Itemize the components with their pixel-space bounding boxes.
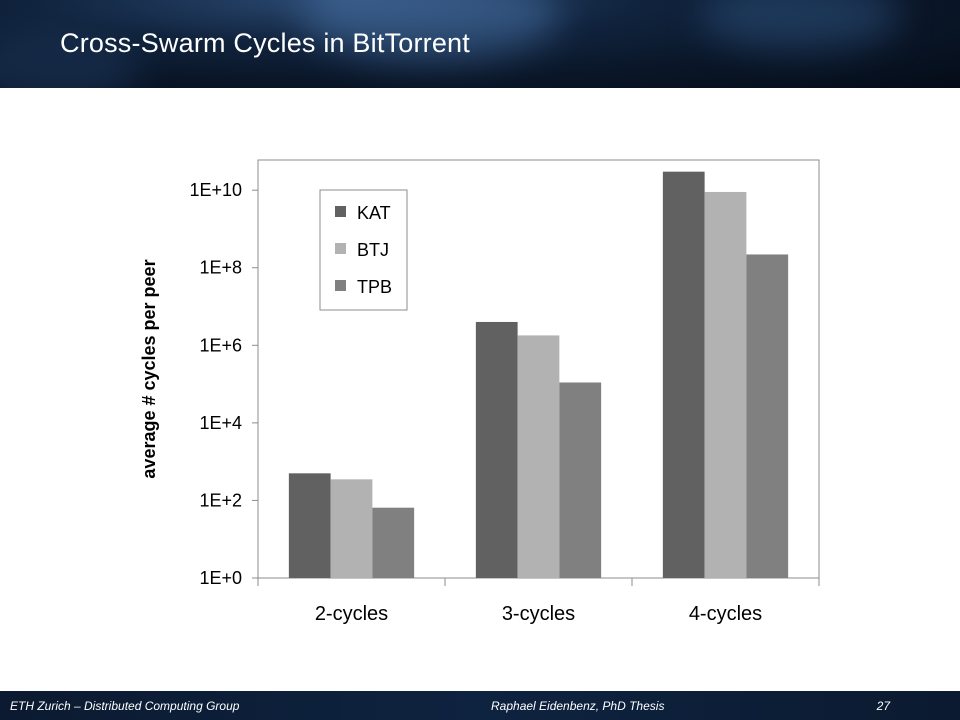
y-axis-title: average # cycles per peer [139, 259, 159, 478]
bar-btj [517, 335, 560, 578]
bar-tpb [559, 382, 602, 578]
legend-label: TPB [357, 277, 392, 297]
slide-title: Cross-Swarm Cycles in BitTorrent [60, 28, 470, 58]
bar-chart: 1E+0 1E+2 1E+4 1E+6 1E+8 1E+10 average # cycle… [139, 159, 820, 625]
footer-page-number: 27 [876, 699, 890, 713]
footer-author: Raphael Eidenbenz, PhD Thesis [491, 699, 665, 713]
legend-swatch [335, 280, 346, 291]
x-category-label: 2-cycles [315, 603, 388, 625]
x-category-label: 4-cycles [689, 603, 762, 625]
bar-btj [704, 191, 747, 578]
footer-institution: ETH Zurich – Distributed Computing Group [10, 699, 240, 713]
bar-tpb [372, 507, 415, 578]
y-tick-label: 1E+4 [199, 413, 242, 433]
y-tick-label: 1E+2 [199, 490, 242, 510]
bar-kat [662, 171, 705, 578]
bar-kat [288, 473, 331, 578]
x-category-label: 3-cycles [502, 603, 575, 625]
legend-box [319, 189, 408, 311]
legend-label: KAT [357, 203, 391, 223]
bar-btj [330, 479, 373, 578]
footer-bar: ETH Zurich – Distributed Computing Group… [0, 691, 960, 720]
bar-kat [475, 321, 518, 578]
legend-label: BTJ [357, 240, 389, 260]
y-tick-label: 1E+10 [189, 180, 242, 200]
legend-swatch [335, 243, 346, 254]
y-tick-label: 1E+0 [199, 568, 242, 588]
y-tick-label: 1E+8 [199, 258, 242, 278]
title-bar: Cross-Swarm Cycles in BitTorrent [0, 0, 960, 88]
y-tick-label: 1E+6 [199, 335, 242, 355]
legend-swatch [335, 206, 346, 217]
bar-tpb [746, 254, 789, 578]
